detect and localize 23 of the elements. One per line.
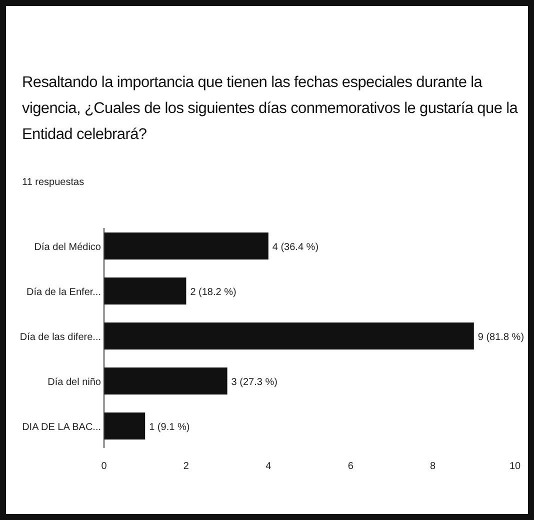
data-label: 9 (81.8 %) — [478, 332, 524, 343]
x-tick-label: 4 — [266, 461, 272, 472]
x-tick-label: 0 — [101, 461, 108, 472]
x-tick-label: 2 — [183, 461, 190, 472]
data-label: 1 (9.1 %) — [149, 422, 190, 433]
y-tick-label: Día del Médico — [34, 242, 102, 253]
x-tick-label: 6 — [348, 461, 354, 472]
y-tick-label: DIA DE LA BAC... — [22, 422, 101, 433]
x-tick-label: 8 — [430, 461, 436, 472]
x-tick-label: 10 — [509, 461, 521, 472]
bar — [104, 412, 146, 440]
bar — [104, 368, 228, 394]
bar — [104, 322, 474, 350]
data-label: 3 (27.3 %) — [231, 377, 278, 388]
data-label: 4 (36.4 %) — [272, 242, 319, 253]
data-label: 2 (18.2 %) — [190, 287, 236, 298]
y-tick-label: Día de la Enfer... — [26, 287, 101, 298]
y-tick-label: Día del niño — [48, 377, 102, 388]
chart-subtitle: 11 respuestas — [22, 177, 84, 188]
bar — [104, 278, 186, 304]
bar — [104, 232, 268, 260]
y-tick-label: Día de las difere... — [20, 332, 101, 343]
chart-title: Resaltando la importancia que tienen las fechas especiales durante la vigencia, ¿Cuales de los siguientes días conmemorativos le gustaría que la Entidad celebrará? — [22, 73, 519, 145]
